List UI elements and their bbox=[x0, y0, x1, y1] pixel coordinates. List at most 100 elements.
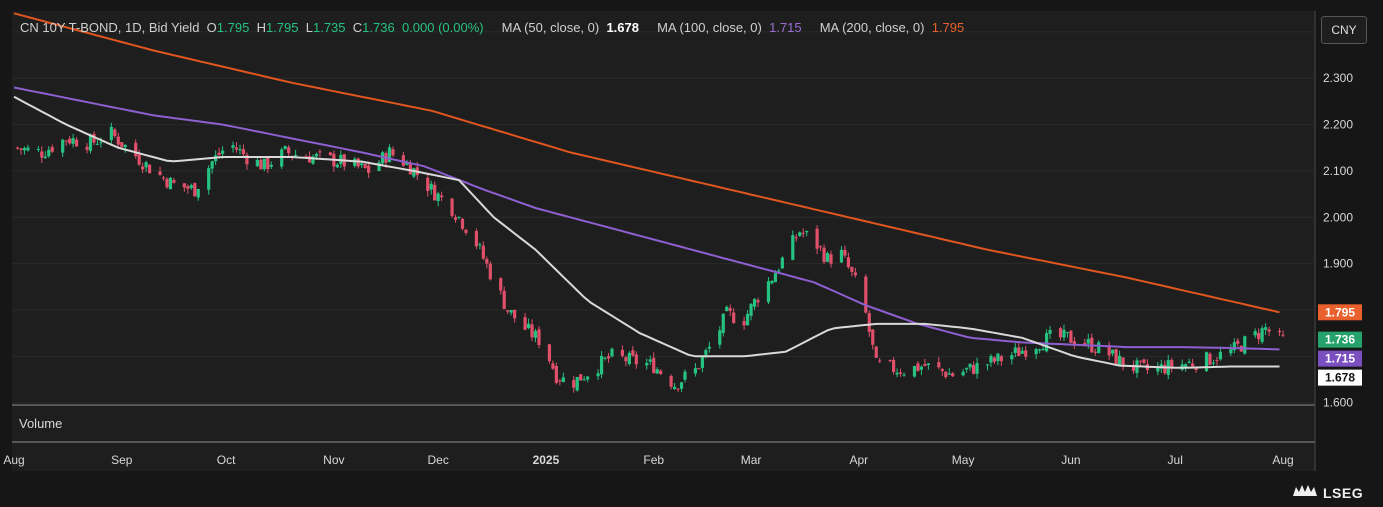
moving-averages bbox=[13, 12, 1280, 369]
candle-body bbox=[367, 165, 371, 173]
candle-body bbox=[898, 372, 903, 374]
candle-body bbox=[26, 147, 30, 151]
candle-body bbox=[1187, 361, 1191, 363]
candle-body bbox=[1156, 366, 1160, 372]
candle-body bbox=[168, 177, 173, 190]
candle-body bbox=[64, 140, 68, 142]
candle-body bbox=[1065, 332, 1070, 334]
candle-body bbox=[912, 365, 917, 377]
candle-body bbox=[1107, 345, 1111, 356]
candle-body bbox=[1267, 329, 1271, 332]
y-tick-label: 1.900 bbox=[1323, 257, 1353, 271]
candle-body bbox=[1243, 336, 1247, 354]
brand-logo: LSEG bbox=[1292, 484, 1363, 501]
x-tick-label: Dec bbox=[427, 453, 448, 467]
candle-body bbox=[843, 249, 847, 256]
candle-body bbox=[460, 218, 465, 229]
candle-body bbox=[506, 310, 510, 312]
ma50-line bbox=[13, 95, 1280, 369]
candle-body bbox=[1117, 355, 1122, 366]
candle-body bbox=[902, 374, 906, 376]
candle-body bbox=[631, 350, 635, 356]
candle-body bbox=[805, 231, 809, 233]
candle-body bbox=[499, 278, 503, 291]
candle-body bbox=[15, 147, 20, 149]
candle-body bbox=[255, 159, 259, 167]
candle-body bbox=[109, 126, 113, 141]
candle-body bbox=[1232, 342, 1236, 351]
candle-body bbox=[147, 164, 152, 174]
candle-body bbox=[1260, 328, 1264, 342]
price-label-text: 1.678 bbox=[1325, 371, 1355, 385]
candle-body bbox=[99, 142, 103, 144]
candle-body bbox=[1208, 353, 1212, 365]
candle-body bbox=[554, 366, 558, 383]
candle-body bbox=[1218, 351, 1223, 360]
lion-logo-icon bbox=[1292, 484, 1318, 501]
candle-body bbox=[457, 216, 461, 218]
candle-body bbox=[718, 330, 722, 345]
candle-body bbox=[478, 244, 482, 246]
ma100-label: MA (100, close, 0) bbox=[657, 20, 762, 35]
candle-body bbox=[864, 276, 868, 313]
candle-body bbox=[586, 376, 590, 380]
candle-body bbox=[704, 350, 708, 355]
candle-body bbox=[245, 154, 249, 165]
candle-body bbox=[867, 313, 871, 332]
candle-body bbox=[572, 380, 576, 388]
candle-body bbox=[1131, 364, 1136, 371]
candle-body bbox=[269, 164, 273, 167]
candle-body bbox=[533, 330, 538, 338]
candle-body bbox=[120, 142, 124, 147]
candle-body bbox=[158, 171, 162, 175]
candle-body bbox=[878, 360, 882, 362]
candle-body bbox=[513, 309, 517, 319]
candle-body bbox=[307, 156, 312, 163]
candle-body bbox=[596, 373, 600, 377]
currency-button[interactable]: CNY bbox=[1321, 16, 1367, 44]
candle-body bbox=[721, 313, 725, 333]
candle-body bbox=[829, 254, 833, 264]
candle-body bbox=[582, 379, 586, 381]
candle-body bbox=[502, 290, 506, 309]
candle-body bbox=[1062, 329, 1066, 338]
candle-body bbox=[1253, 331, 1257, 336]
candle-body bbox=[68, 138, 72, 144]
candle-body bbox=[926, 363, 930, 365]
candle-body bbox=[356, 158, 360, 167]
candle-body bbox=[207, 168, 211, 190]
candle-body bbox=[1048, 330, 1052, 334]
open-label: O bbox=[206, 20, 217, 35]
candle-body bbox=[485, 259, 489, 264]
candle-body bbox=[464, 229, 468, 233]
candle-body bbox=[241, 149, 246, 155]
candle-body bbox=[353, 158, 357, 166]
low-value: 1.735 bbox=[312, 20, 346, 35]
candle-body bbox=[450, 198, 454, 216]
candle-body bbox=[318, 151, 322, 153]
candle-body bbox=[895, 372, 899, 375]
candle-body bbox=[634, 354, 638, 365]
candle-body bbox=[742, 321, 746, 326]
candle-body bbox=[968, 363, 972, 368]
candle-body bbox=[693, 368, 698, 374]
candle-body bbox=[1257, 332, 1261, 340]
candle-body bbox=[1034, 349, 1038, 355]
x-tick-label: Sep bbox=[111, 453, 133, 467]
candle-body bbox=[22, 148, 27, 151]
candle-body bbox=[999, 356, 1003, 362]
candle-body bbox=[944, 371, 948, 378]
candle-body bbox=[172, 180, 176, 183]
plot-background bbox=[12, 11, 1315, 471]
candle-body bbox=[1010, 355, 1014, 360]
price-labels: 1.795 1.736 1.715 1.678 bbox=[1318, 304, 1362, 386]
candle-body bbox=[433, 184, 437, 201]
candle-body bbox=[624, 357, 628, 362]
candle-body bbox=[85, 146, 89, 150]
candle-body bbox=[1138, 360, 1143, 362]
candle-body bbox=[47, 149, 51, 157]
candle-body bbox=[951, 373, 955, 377]
volume-pane-label: Volume bbox=[19, 416, 63, 431]
